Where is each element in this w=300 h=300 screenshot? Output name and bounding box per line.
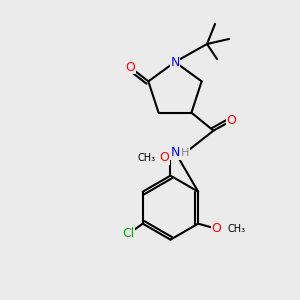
Text: Cl: Cl — [123, 227, 135, 240]
Text: H: H — [181, 148, 190, 158]
Text: N: N — [171, 146, 180, 159]
Text: O: O — [160, 151, 170, 164]
Text: O: O — [125, 61, 135, 74]
Text: N: N — [170, 56, 180, 68]
Text: CH₃: CH₃ — [137, 153, 155, 163]
Text: O: O — [226, 114, 236, 127]
Text: CH₃: CH₃ — [227, 224, 245, 234]
Text: O: O — [211, 222, 221, 235]
